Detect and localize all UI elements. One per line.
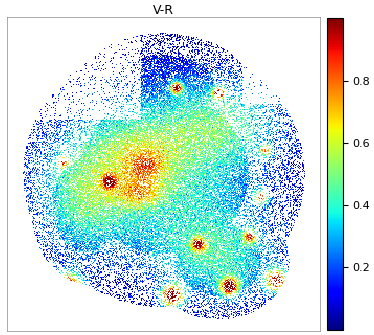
Title: V-R: V-R	[153, 4, 174, 17]
